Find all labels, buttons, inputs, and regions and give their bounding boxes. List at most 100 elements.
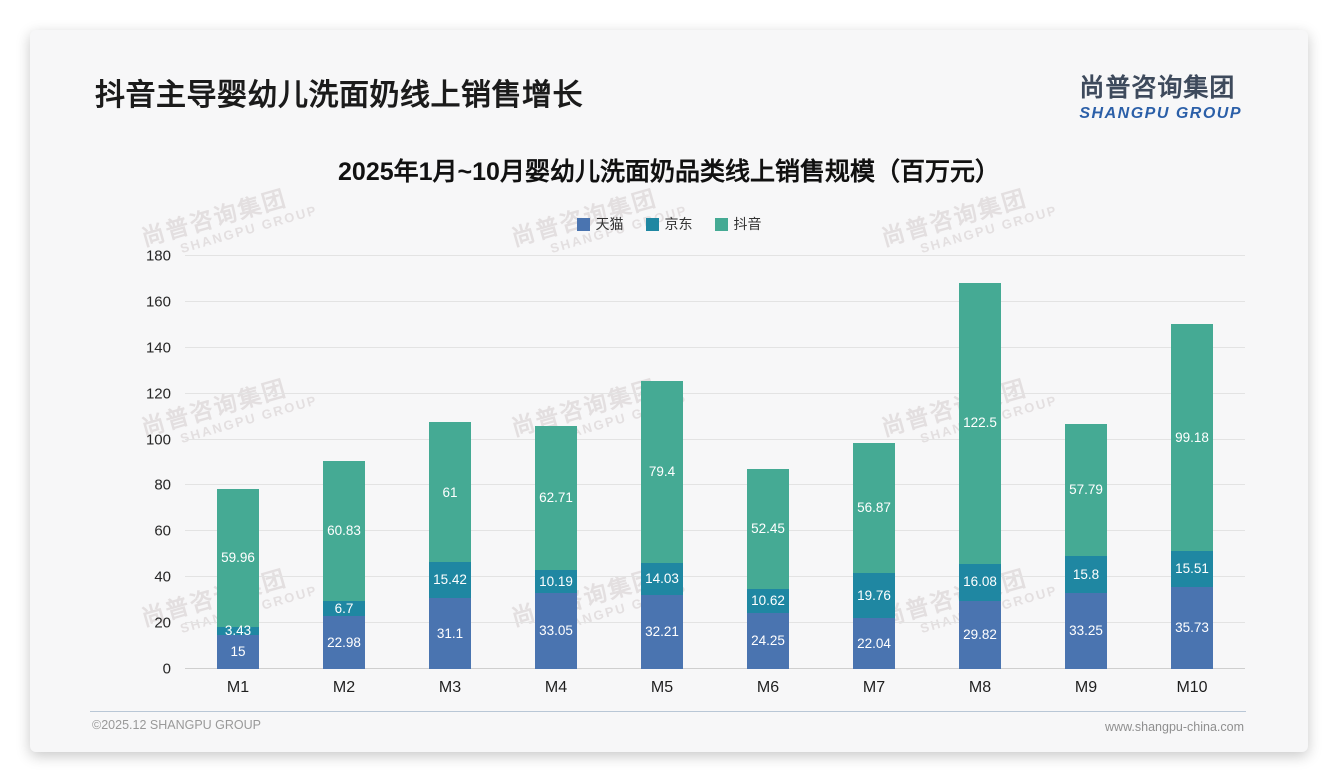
bar-slot-M2: 22.98 6.7 60.83 M2 — [291, 256, 397, 696]
bar-segment-天猫-M3: 31.1 — [429, 597, 471, 669]
bar-segment-京东-M3: 15.42 — [429, 562, 471, 598]
bar-value-label: 24.25 — [751, 633, 785, 649]
page-title: 抖音主导婴幼儿洗面奶线上销售增长 — [95, 79, 583, 112]
bar-segment-抖音-M10: 99.18 — [1171, 323, 1213, 552]
bar-segment-抖音-M6: 52.45 — [747, 468, 789, 589]
gridline — [185, 346, 1245, 348]
x-axis-label: M8 — [968, 679, 992, 696]
x-axis-label: M1 — [226, 679, 250, 696]
bar-segment-抖音-M1: 59.96 — [217, 489, 259, 627]
stacked-bar-M2: 22.98 6.7 60.83 — [323, 461, 365, 669]
bar-segment-天猫-M5: 32.21 — [641, 595, 683, 669]
bars-container: 15 3.43 59.96 M1 22.98 6.7 60.83 M2 31.1 15.42 61 M… — [185, 256, 1245, 696]
stacked-bar-M10: 35.73 15.51 99.18 — [1171, 323, 1213, 669]
bar-value-label: 32.21 — [645, 624, 679, 640]
bar-value-label: 15.51 — [1175, 561, 1209, 577]
footer-divider — [90, 711, 1246, 712]
gridline — [185, 438, 1245, 440]
bar-segment-抖音-M7: 56.87 — [853, 442, 895, 574]
bar-value-label: 52.45 — [751, 521, 785, 537]
x-axis-label: M3 — [438, 679, 462, 696]
company-logo: 尚普咨询集团 SHANGPU GROUP — [1079, 68, 1242, 123]
x-axis-label: M2 — [332, 679, 356, 696]
y-axis-tick: 140 — [145, 339, 171, 357]
gridline — [185, 392, 1245, 394]
bar-segment-天猫-M10: 35.73 — [1171, 587, 1213, 669]
bar-slot-M10: 35.73 15.51 99.18 M10 — [1139, 256, 1245, 696]
stacked-bar-M6: 24.25 10.62 52.45 — [747, 468, 789, 669]
stacked-bar-M4: 33.05 10.19 62.71 — [535, 425, 577, 669]
bar-segment-天猫-M4: 33.05 — [535, 593, 577, 669]
bar-value-label: 6.7 — [334, 600, 354, 616]
bar-value-label: 33.25 — [1069, 623, 1103, 639]
bar-value-label: 33.05 — [539, 623, 573, 639]
bar-slot-M7: 22.04 19.76 56.87 M7 — [821, 256, 927, 696]
bar-segment-天猫-M1: 15 — [217, 634, 259, 669]
gridline — [185, 255, 1245, 256]
y-axis-tick: 160 — [145, 293, 171, 311]
gridline — [185, 300, 1245, 302]
stacked-bar-M9: 33.25 15.8 57.79 — [1065, 423, 1107, 669]
bar-segment-京东-M1: 3.43 — [217, 622, 259, 638]
gridline — [185, 484, 1245, 486]
legend-item-天猫: 天猫 — [576, 214, 624, 234]
bar-segment-抖音-M9: 57.79 — [1065, 423, 1107, 557]
logo-text-cn: 尚普咨询集团 — [1079, 74, 1236, 102]
bar-value-label: 59.96 — [221, 550, 255, 566]
bar-slot-M1: 15 3.43 59.96 M1 — [185, 256, 291, 696]
bar-segment-京东-M4: 10.19 — [535, 569, 577, 594]
bar-slot-M4: 33.05 10.19 62.71 M4 — [503, 256, 609, 696]
bar-segment-京东-M5: 14.03 — [641, 562, 683, 596]
bar-segment-抖音-M3: 61 — [429, 422, 471, 563]
bar-value-label: 22.98 — [327, 634, 361, 650]
bar-value-label: 15.8 — [1072, 566, 1100, 582]
legend-item-抖音: 抖音 — [714, 214, 762, 234]
bar-value-label: 62.71 — [539, 490, 573, 506]
stacked-bar-M7: 22.04 19.76 56.87 — [853, 442, 895, 669]
x-axis-label: M7 — [862, 679, 886, 696]
x-axis-label: M6 — [756, 679, 780, 696]
bar-value-label: 14.03 — [645, 571, 679, 587]
y-axis-tick: 40 — [154, 568, 171, 586]
bar-slot-M8: 29.82 16.08 122.5 M8 — [927, 256, 1033, 696]
y-axis-tick: 0 — [162, 660, 171, 678]
legend-marker — [645, 217, 659, 231]
legend-label: 抖音 — [733, 216, 762, 232]
gridline — [185, 576, 1245, 578]
bar-segment-京东-M9: 15.8 — [1065, 556, 1107, 593]
stacked-bar-M1: 15 3.43 59.96 — [217, 489, 259, 669]
footer-website-link[interactable]: www.shangpu-china.com — [1105, 720, 1244, 734]
bar-slot-M9: 33.25 15.8 57.79 M9 — [1033, 256, 1139, 696]
bar-value-label: 15 — [230, 644, 246, 660]
bar-segment-天猫-M6: 24.25 — [747, 613, 789, 669]
bar-value-label: 31.1 — [436, 625, 464, 641]
bar-segment-京东-M2: 6.7 — [323, 600, 365, 617]
bar-value-label: 79.4 — [648, 464, 676, 480]
bar-value-label: 19.76 — [857, 588, 891, 604]
bar-value-label: 61 — [442, 484, 458, 500]
bar-segment-京东-M6: 10.62 — [747, 589, 789, 614]
bar-value-label: 56.87 — [857, 500, 891, 516]
bar-value-label: 10.62 — [751, 593, 785, 609]
bar-value-label: 57.79 — [1069, 482, 1103, 498]
bar-value-label: 15.42 — [433, 572, 467, 588]
bar-segment-天猫-M2: 22.98 — [323, 616, 365, 669]
y-axis-tick: 80 — [154, 476, 171, 494]
y-axis-tick: 100 — [145, 431, 171, 449]
plot-area: 0 20 40 60 80 100 120 140 160 180 15 3.43 59.96 M1 22.… — [146, 248, 1245, 696]
bar-value-label: 35.73 — [1175, 620, 1209, 636]
y-axis-tick: 180 — [145, 247, 171, 265]
chart-title: 2025年1月~10月婴幼儿洗面奶品类线上销售规模（百万元） — [338, 158, 1000, 186]
bar-slot-M6: 24.25 10.62 52.45 M6 — [715, 256, 821, 696]
bar-segment-抖音-M8: 122.5 — [959, 282, 1001, 564]
bar-value-label: 16.08 — [963, 574, 997, 590]
legend-item-京东: 京东 — [645, 214, 693, 234]
bar-value-label: 3.43 — [224, 622, 252, 638]
y-axis-tick: 60 — [154, 522, 171, 540]
gridline — [185, 668, 1245, 669]
bar-segment-天猫-M9: 33.25 — [1065, 592, 1107, 669]
x-axis-label: M9 — [1074, 679, 1098, 696]
bar-segment-抖音-M5: 79.4 — [641, 380, 683, 563]
bar-value-label: 60.83 — [327, 523, 361, 539]
